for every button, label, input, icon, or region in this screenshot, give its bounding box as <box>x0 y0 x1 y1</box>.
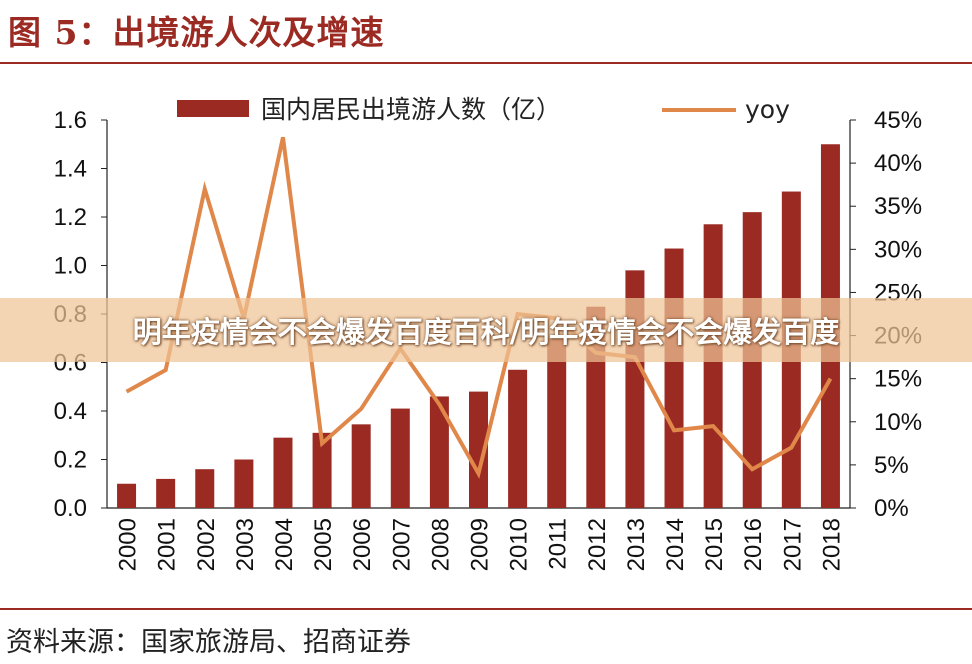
watermark-banner: 明年疫情会不会爆发百度百科/明年疫情会不会爆发百度 <box>0 298 972 362</box>
right-tick-label: 0% <box>874 495 909 522</box>
x-tick-label: 2007 <box>388 518 415 571</box>
x-tick-label: 2005 <box>310 518 337 571</box>
figure-footer: 资料来源：国家旅游局、招商证券 <box>0 608 972 664</box>
bar <box>352 424 371 508</box>
x-tick-label: 2013 <box>623 518 650 571</box>
left-tick-label: 1.6 <box>54 107 87 134</box>
right-tick-label: 45% <box>874 107 922 134</box>
left-tick-label: 1.2 <box>54 204 87 231</box>
figure-header: 图 5：出境游人次及增速 <box>0 0 972 64</box>
bar <box>547 338 566 508</box>
bar <box>195 469 214 508</box>
x-tick-label: 2009 <box>467 518 494 571</box>
bar <box>273 438 292 508</box>
bar <box>156 479 175 508</box>
bar <box>391 409 410 508</box>
x-tick-label: 2003 <box>232 518 259 571</box>
figure-title: 图 5：出境游人次及增速 <box>8 6 384 54</box>
right-tick-label: 10% <box>874 409 922 436</box>
left-tick-label: 1.0 <box>54 253 87 280</box>
x-tick-label: 2016 <box>740 518 767 571</box>
legend-bar-swatch <box>177 100 249 117</box>
x-tick-label: 2014 <box>662 518 689 571</box>
x-tick-label: 2001 <box>154 518 181 571</box>
legend-bar-label: 国内居民出境游人数（亿） <box>261 95 561 124</box>
x-tick-label: 2011 <box>545 518 572 570</box>
x-tick-label: 2012 <box>584 518 611 571</box>
bar <box>234 460 253 509</box>
x-tick-label: 2008 <box>427 518 454 571</box>
bar <box>117 484 136 508</box>
right-tick-label: 5% <box>874 452 909 479</box>
legend-line-label: yoy <box>745 95 790 124</box>
left-tick-label: 0.2 <box>54 447 87 474</box>
figure-source: 资料来源：国家旅游局、招商证券 <box>6 620 411 659</box>
x-tick-label: 2018 <box>818 518 845 571</box>
x-tick-label: 2000 <box>115 518 142 571</box>
x-tick-label: 2017 <box>779 518 806 571</box>
x-tick-label: 2006 <box>349 518 376 571</box>
bar <box>704 224 723 508</box>
left-tick-label: 0.4 <box>54 398 87 425</box>
right-tick-label: 35% <box>874 193 922 220</box>
x-tick-label: 2010 <box>506 518 533 571</box>
left-tick-label: 1.4 <box>54 156 87 183</box>
x-tick-label: 2015 <box>701 518 728 571</box>
watermark-text: 明年疫情会不会爆发百度百科/明年疫情会不会爆发百度 <box>133 309 840 351</box>
x-tick-label: 2002 <box>193 518 220 571</box>
right-tick-label: 30% <box>874 236 922 263</box>
bar <box>508 370 527 508</box>
left-tick-label: 0.0 <box>54 495 87 522</box>
bar <box>665 249 684 508</box>
x-tick-label: 2004 <box>271 518 298 571</box>
right-tick-label: 40% <box>874 150 922 177</box>
right-tick-label: 15% <box>874 366 922 393</box>
